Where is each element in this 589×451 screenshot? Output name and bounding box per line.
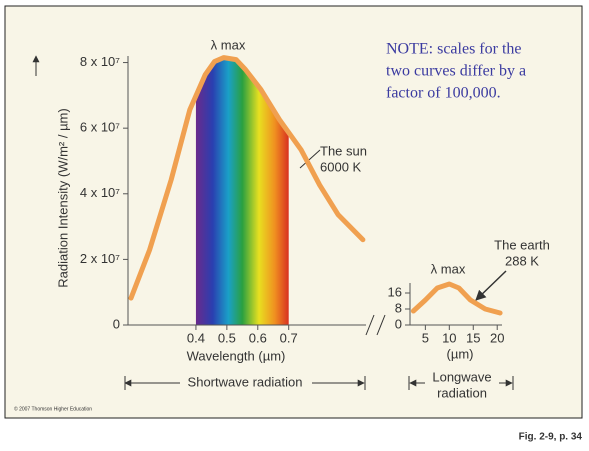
- x-axis-label: Wavelength (µm): [187, 348, 286, 363]
- peak-label: λ max: [211, 37, 246, 52]
- y-tick-label: 0: [113, 316, 120, 331]
- copyright: © 2007 Thomson Higher Education: [14, 405, 92, 412]
- band-label: Shortwave radiation: [188, 374, 303, 389]
- x-tick-label: 15: [466, 330, 480, 345]
- x-tick-label: 0.7: [280, 330, 298, 345]
- x-tick-label: 0.4: [187, 330, 205, 345]
- leader-line: [299, 149, 321, 169]
- curve: [410, 281, 503, 316]
- x-tick-label: 0.5: [218, 330, 236, 345]
- y-tick-label: 6 x 10⁷: [80, 120, 120, 135]
- axis-break: [365, 314, 375, 336]
- x-tick-label: 10: [442, 330, 456, 345]
- frame: [4, 5, 583, 419]
- curve-label: The earth: [494, 237, 550, 252]
- figure-ref: Fig. 2-9, p. 34: [519, 432, 583, 443]
- curve-label: The sun: [320, 143, 367, 158]
- peak-label: λ max: [431, 261, 466, 276]
- x-tick-label: 0.6: [249, 330, 267, 345]
- leader-arrow: [475, 270, 507, 301]
- y-tick-label: 8: [395, 300, 402, 315]
- y-tick-label: 16: [388, 284, 402, 299]
- curve-label: 288 K: [505, 253, 539, 268]
- axis-break: [376, 314, 386, 336]
- band-label: Longwave: [432, 369, 491, 384]
- band-label: radiation: [437, 385, 487, 400]
- y-axis-label: Radiation Intensity (W/m² / µm): [55, 108, 70, 287]
- x-axis-label: (µm): [447, 346, 474, 361]
- y-tick-label: 4 x 10⁷: [80, 185, 120, 200]
- note: NOTE: scales for the: [386, 41, 522, 58]
- y-tick-label: 2 x 10⁷: [80, 251, 120, 266]
- note: two curves differ by a: [386, 63, 526, 80]
- x-tick-label: 20: [490, 330, 504, 345]
- curve: [128, 55, 366, 301]
- note: factor of 100,000.: [386, 85, 501, 102]
- curve-label: 6000 K: [320, 159, 362, 174]
- y-tick-label: 0: [395, 316, 402, 331]
- y-tick-label: 8 x 10⁷: [80, 54, 120, 69]
- x-tick-label: 5: [422, 330, 429, 345]
